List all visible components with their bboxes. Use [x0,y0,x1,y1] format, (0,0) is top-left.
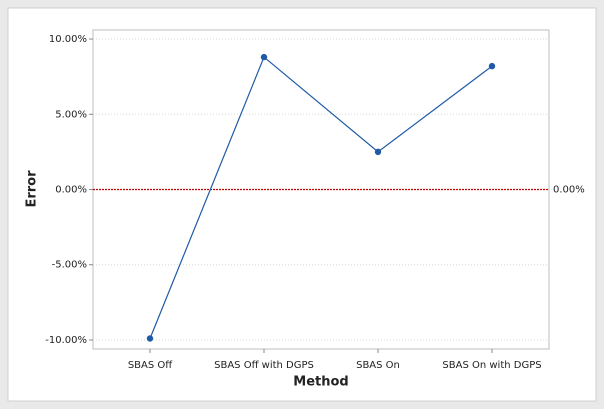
series-line [149,56,493,339]
y-axis-title: Error [25,170,40,208]
y-tick-label: 0.00% [55,185,87,196]
y-tick-label: 10.00% [49,34,87,45]
x-axis-title: Method [293,375,348,390]
reference-label: 0.00% [553,185,585,196]
point [260,53,268,61]
y-tick-label: -5.00% [52,260,87,271]
point [488,62,496,70]
x-tick-label: SBAS Off [128,360,173,371]
x-tick-label: SBAS On [356,360,400,371]
x-tick-label: SBAS Off with DGPS [214,360,314,371]
point [374,148,382,156]
y-tick-label: 5.00% [55,109,87,120]
y-tick-label: -10.00% [45,335,87,346]
x-tick-label: SBAS On with DGPS [442,360,541,371]
point [146,335,154,342]
